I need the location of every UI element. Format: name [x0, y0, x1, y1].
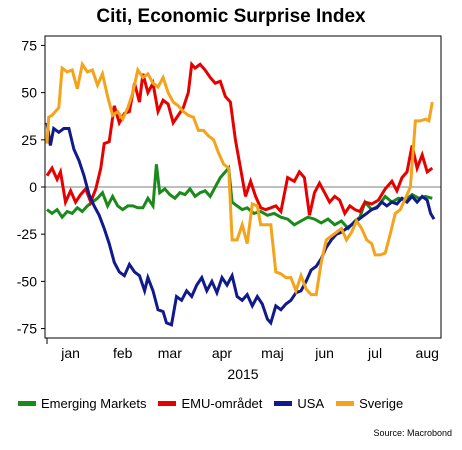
legend: Emerging Markets EMU-området USA Sverige — [18, 396, 458, 411]
series-line-emu-omr-det — [45, 60, 434, 217]
legend-swatch — [18, 401, 36, 406]
legend-label: Sverige — [359, 396, 404, 411]
y-tick-label: 50 — [21, 85, 37, 101]
y-tick-label: 25 — [21, 132, 37, 148]
series-line-sverige — [45, 60, 434, 297]
legend-item: EMU-området — [158, 396, 262, 411]
x-tick-label: mar — [158, 345, 182, 361]
y-tick-label: -50 — [17, 273, 37, 289]
y-tick-label: -25 — [17, 226, 37, 242]
x-tick-label: jun — [314, 345, 334, 361]
series-layer — [45, 60, 436, 327]
x-tick-label: jul — [367, 345, 382, 361]
x-tick-label: maj — [261, 345, 284, 361]
chart-title: Citi, Economic Surprise Index — [96, 6, 366, 27]
series-line-emerging-markets — [46, 164, 433, 231]
legend-swatch — [336, 401, 355, 406]
legend-label: USA — [297, 396, 325, 411]
axis-layer: 75 50 25 0 -25 -50 -75 jan feb mar apr maj jun jul aug… — [17, 37, 439, 382]
x-tick-label: apr — [212, 345, 233, 361]
x-axis-label: 2015 — [227, 366, 258, 382]
legend-item: USA — [274, 396, 324, 411]
x-tick-label: jan — [60, 345, 80, 361]
x-tick-label: aug — [416, 345, 439, 361]
legend-swatch — [158, 401, 177, 406]
legend-label: Emerging Markets — [41, 396, 147, 411]
y-tick-label: 75 — [21, 37, 37, 53]
source-note: Source: Macrobond — [373, 428, 452, 438]
x-tick-label: feb — [113, 345, 133, 361]
legend-swatch — [274, 401, 293, 406]
legend-item: Sverige — [336, 396, 403, 411]
y-tick-label: -75 — [17, 321, 37, 337]
y-tick-label: 0 — [29, 179, 37, 195]
legend-label: EMU-området — [181, 396, 263, 411]
legend-item: Emerging Markets — [18, 396, 146, 411]
series-line-usa — [45, 122, 436, 327]
